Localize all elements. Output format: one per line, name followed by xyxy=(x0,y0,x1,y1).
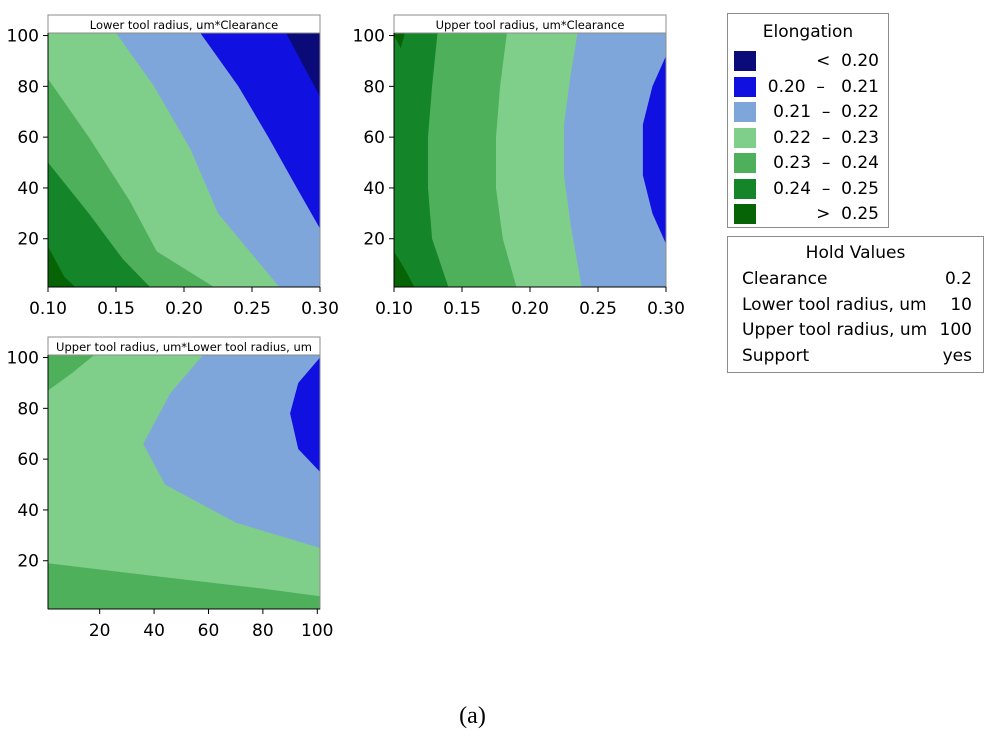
x-tick-label: 0.10 xyxy=(29,299,67,319)
y-tick-label: 80 xyxy=(363,77,385,97)
x-tick-label: 100 xyxy=(301,621,333,641)
legend-entry: < 0.20 xyxy=(734,50,884,72)
hold-value-value: 10 xyxy=(950,294,972,315)
y-tick-label: 20 xyxy=(17,230,39,250)
legend-swatch xyxy=(734,102,756,122)
y-tick-label: 80 xyxy=(17,399,39,419)
plot-area xyxy=(394,33,666,287)
x-tick-label: 60 xyxy=(198,621,220,641)
y-tick-label: 40 xyxy=(17,179,39,199)
legend-entry: 0.21 – 0.22 xyxy=(734,101,884,123)
legend-label: > 0.25 xyxy=(789,204,879,224)
hold-value-label: Support xyxy=(742,345,810,366)
panel-title-strip xyxy=(47,14,321,34)
y-tick-label: 80 xyxy=(17,77,39,97)
hold-value-value: yes xyxy=(942,345,972,366)
legend-label: 0.22 – 0.23 xyxy=(773,127,879,148)
legend-label: 0.23 – 0.24 xyxy=(773,153,879,173)
y-tick-label: 60 xyxy=(363,128,385,148)
panel-title: Upper tool radius, um*Lower tool radius,… xyxy=(56,340,312,354)
legend-swatch xyxy=(734,127,756,148)
panel-title: Lower tool radius, um*Clearance xyxy=(90,18,278,32)
contour-region xyxy=(642,55,666,244)
x-tick-label: 0.20 xyxy=(165,299,203,319)
contour-region xyxy=(394,33,405,49)
plot-area xyxy=(48,33,320,287)
legend-swatch xyxy=(734,51,756,71)
x-tick-label: 0.20 xyxy=(511,299,549,319)
y-tick-label: 60 xyxy=(17,450,39,470)
y-tick-label: 20 xyxy=(363,230,385,250)
legend-label: 0.20 – 0.21 xyxy=(767,76,879,97)
y-tick-label: 60 xyxy=(17,128,39,148)
contour-region xyxy=(394,251,415,287)
x-tick-label: 0.15 xyxy=(443,299,481,319)
hold-value-row: Clearance 0.2 xyxy=(742,267,972,291)
contour-region xyxy=(290,357,320,472)
contour-region xyxy=(200,33,320,229)
x-tick-label: 0.30 xyxy=(301,299,339,319)
legend-entry: 0.23 – 0.24 xyxy=(734,152,884,174)
x-tick-label: 20 xyxy=(89,621,111,641)
x-tick-label: 80 xyxy=(252,621,274,641)
legend-entry: > 0.25 xyxy=(734,203,884,225)
hold-value-row: Lower tool radius, um 10 xyxy=(742,293,972,317)
hold-value-value: 100 xyxy=(939,320,972,340)
elongation-legend: Elongation < 0.20 0.20 – 0.21 0.21 – 0.22… xyxy=(727,13,889,228)
legend-swatch xyxy=(734,178,756,199)
legend-entry: 0.24 – 0.25 xyxy=(734,178,884,200)
panel-title-strip xyxy=(47,336,321,356)
y-tick-label: 100 xyxy=(7,349,39,369)
legend-swatch xyxy=(734,153,756,173)
legend-label: 0.24 – 0.25 xyxy=(773,178,879,199)
legend-title: Elongation xyxy=(762,22,854,42)
x-tick-label: 0.25 xyxy=(233,299,271,319)
y-tick-label: 100 xyxy=(7,27,39,47)
panel-title: Upper tool radius, um*Clearance xyxy=(436,18,625,32)
hold-value-row: Upper tool radius, um 100 xyxy=(742,318,972,342)
figure-caption: (a) xyxy=(459,703,486,729)
hold-values-panel: Hold Values Clearance 0.2 Lower tool radiu… xyxy=(727,236,984,373)
hold-value-label: Upper tool radius, um xyxy=(742,320,928,340)
hold-value-label: Clearance xyxy=(742,269,828,289)
y-tick-label: 40 xyxy=(363,179,385,199)
plot-area xyxy=(48,355,320,609)
legend-swatch xyxy=(734,76,756,97)
legend-swatch xyxy=(734,204,756,224)
panel-title-strip xyxy=(393,14,667,34)
contour-region xyxy=(48,355,95,391)
legend-entry: 0.22 – 0.23 xyxy=(734,127,884,149)
x-tick-label: 0.30 xyxy=(647,299,685,319)
x-tick-label: 0.25 xyxy=(579,299,617,319)
x-tick-label: 0.15 xyxy=(97,299,135,319)
hold-value-value: 0.2 xyxy=(944,269,972,289)
contour-region xyxy=(143,355,320,609)
legend-label: 0.21 – 0.22 xyxy=(767,102,879,122)
x-tick-label: 0.10 xyxy=(375,299,413,319)
hold-value-label: Lower tool radius, um xyxy=(742,294,927,315)
contour-region xyxy=(48,563,320,609)
y-tick-label: 100 xyxy=(353,27,385,47)
contour-region xyxy=(564,33,666,287)
hold-values-title: Hold Values xyxy=(805,243,906,263)
y-tick-label: 40 xyxy=(17,501,39,521)
hold-value-row: Support yes xyxy=(742,344,972,368)
x-tick-label: 40 xyxy=(143,621,165,641)
legend-entry: 0.20 – 0.21 xyxy=(734,76,884,98)
y-tick-label: 20 xyxy=(17,552,39,572)
contour-region xyxy=(286,33,320,97)
legend-label: < 0.20 xyxy=(789,51,879,71)
